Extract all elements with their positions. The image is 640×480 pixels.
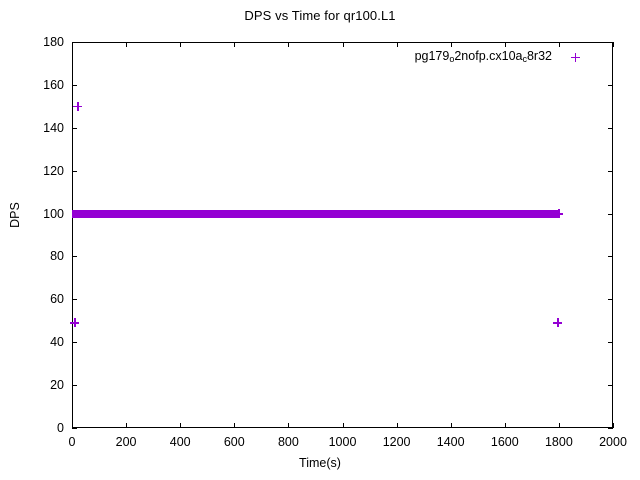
legend-name-sub1: o [449,54,455,64]
y-tick-label: 180 [43,35,64,49]
plot-frame [72,42,613,428]
x-tick-label: 1600 [490,435,519,449]
y-tick-label: 160 [43,77,64,92]
y-tick-label: 140 [43,120,64,135]
y-tick-mark [72,171,77,172]
y-tick-mark-right [608,214,613,215]
dense-marker-band [72,209,559,218]
legend-name-mid: 2nofp.cx10a [454,49,523,63]
x-tick-label: 600 [223,435,245,449]
x-tick-label: 1400 [436,435,465,449]
y-tick-mark-right [608,385,613,386]
data-point-marker [553,318,563,328]
x-tick-label: 2000 [599,435,627,449]
y-tick-mark-right [608,299,613,300]
legend-entry-label: pg179o2nofp.cx10ac8r32 [414,49,552,64]
y-tick-mark [72,342,77,343]
x-tick-mark [505,423,506,428]
y-tick-label: 100 [43,206,64,221]
x-tick-label: 200 [115,435,137,449]
x-tick-label: 1800 [544,435,573,449]
x-tick-label: 1200 [382,435,411,449]
y-tick-label: 80 [50,249,64,264]
x-tick-mark [72,423,73,428]
legend-key-plus-icon [570,52,580,62]
x-tick-mark-top [234,42,235,47]
y-tick-label: 40 [50,335,64,350]
y-tick-mark [72,42,77,43]
x-tick-mark [180,423,181,428]
data-point-marker [70,318,80,328]
x-tick-mark-top [288,42,289,47]
x-tick-mark [343,423,344,428]
x-tick-mark-top [397,42,398,47]
y-tick-mark [72,256,77,257]
y-tick-label: 0 [57,421,64,435]
x-tick-label: 1000 [328,435,357,449]
y-tick-label: 20 [50,378,64,393]
legend-name-pre: pg179 [414,49,450,63]
x-tick-mark [234,423,235,428]
y-tick-mark-right [608,128,613,129]
x-tick-mark-top [343,42,344,47]
x-tick-mark-top [613,42,614,47]
x-tick-mark-top [180,42,181,47]
x-tick-mark [288,423,289,428]
x-tick-label: 0 [68,435,76,449]
x-tick-mark-top [451,42,452,47]
x-tick-mark-top [559,42,560,47]
y-tick-mark [72,428,77,429]
y-tick-mark [72,85,77,86]
x-tick-mark [397,423,398,428]
data-point-marker [554,209,564,219]
data-point-marker [72,101,82,111]
x-tick-label: 800 [277,435,299,449]
y-tick-mark-right [608,342,613,343]
x-tick-mark [451,423,452,428]
y-tick-mark-right [608,171,613,172]
y-tick-mark [72,385,77,386]
x-axis-title: Time(s) [299,456,341,470]
y-tick-mark [72,299,77,300]
y-tick-mark-right [608,428,613,429]
x-tick-mark [613,423,614,428]
x-tick-mark [559,423,560,428]
y-tick-label: 60 [50,292,64,307]
y-axis-title: DPS [7,202,22,228]
chart-title: DPS vs Time for qr100.L1 [244,8,396,23]
y-tick-label: 120 [43,163,64,178]
x-tick-label: 400 [169,435,191,449]
y-tick-mark [72,128,77,129]
x-tick-mark-top [126,42,127,47]
legend-name-sub2: c [522,54,527,64]
y-tick-mark-right [608,256,613,257]
y-tick-mark-right [608,85,613,86]
y-tick-mark-right [608,42,613,43]
x-tick-mark-top [72,42,73,47]
x-tick-mark-top [505,42,506,47]
legend-name-post: 8r32 [526,49,552,63]
x-tick-mark [126,423,127,428]
